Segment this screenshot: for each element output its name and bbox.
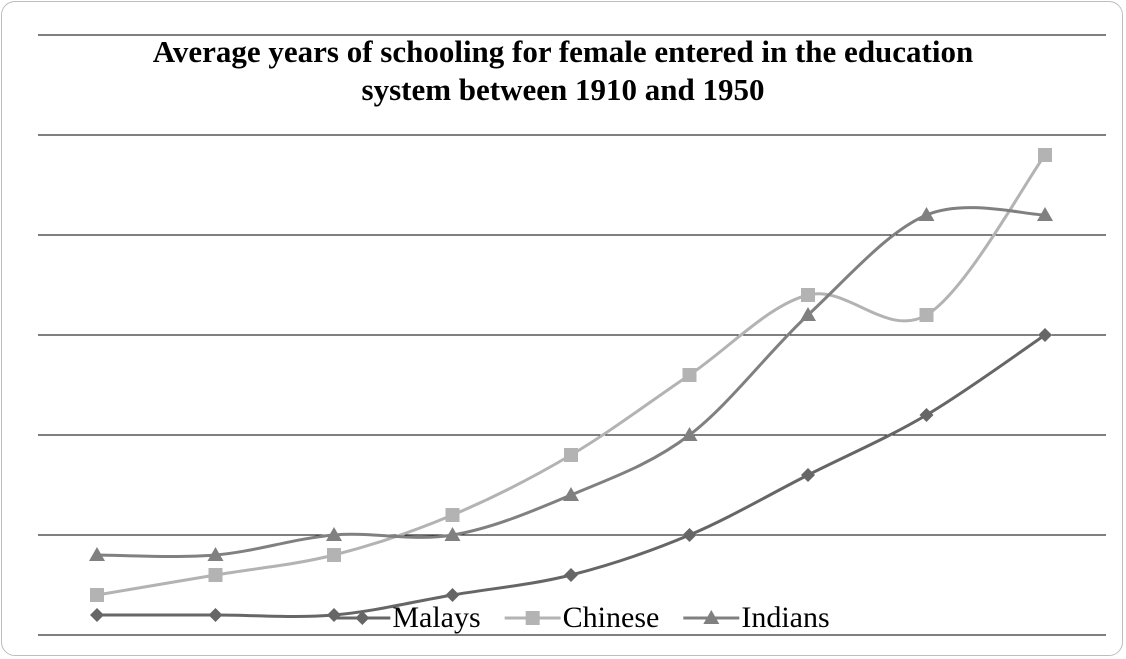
marker <box>326 527 342 541</box>
marker <box>90 588 104 602</box>
marker <box>801 288 815 302</box>
marker <box>445 588 460 602</box>
marker <box>89 547 105 561</box>
marker <box>800 307 816 321</box>
chart-title: Average years of schooling for female en… <box>152 34 974 107</box>
marker <box>208 568 223 582</box>
series <box>89 206 1053 561</box>
marker <box>919 308 934 322</box>
marker <box>208 608 223 622</box>
marker <box>919 408 934 422</box>
line <box>96 333 1046 618</box>
legend-label: Indians <box>741 601 829 634</box>
marker <box>564 448 578 462</box>
legend-label: Chinese <box>563 601 660 634</box>
marker <box>90 608 104 622</box>
marker <box>801 468 815 482</box>
legend-marker <box>355 611 370 625</box>
legend-marker <box>703 610 720 624</box>
marker <box>682 368 697 382</box>
marker <box>564 568 578 582</box>
marker <box>1037 207 1053 221</box>
legend-label: Malays <box>392 601 480 634</box>
legend-item: Chinese <box>504 601 660 634</box>
marker <box>207 547 224 561</box>
line <box>96 206 1046 558</box>
series <box>90 328 1052 622</box>
marker <box>681 427 698 441</box>
marker <box>682 528 697 542</box>
line <box>96 154 1047 597</box>
marker <box>1038 328 1052 342</box>
legend-item: Indians <box>683 601 830 634</box>
series <box>90 148 1052 602</box>
legend-item: Malays <box>334 601 481 634</box>
marker <box>327 608 341 622</box>
marker <box>445 508 460 522</box>
marker <box>563 487 579 501</box>
marker <box>444 527 461 541</box>
legend: Malays Chinese Indians <box>334 601 830 634</box>
legend-marker <box>525 611 540 625</box>
marker <box>918 207 935 221</box>
marker <box>1038 148 1052 162</box>
marker <box>327 548 341 562</box>
